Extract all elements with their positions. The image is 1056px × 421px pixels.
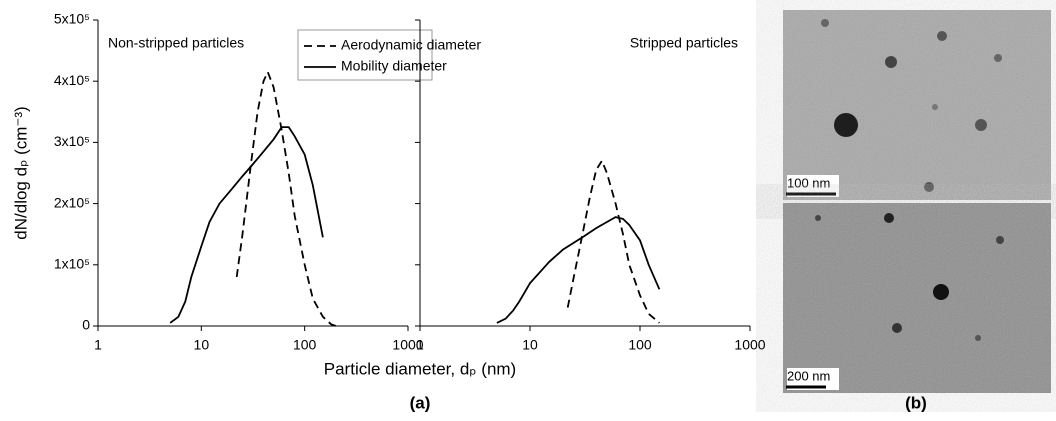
scale-bar-label: 100 nm — [787, 175, 830, 190]
panel-title: Stripped particles — [630, 35, 738, 51]
data-line — [566, 158, 660, 324]
x-tick-label: 10 — [194, 337, 210, 353]
y-tick-label: 3x10⁵ — [54, 133, 90, 149]
micrograph-bottom: 200 nm — [783, 203, 1051, 393]
panel-title: Non-stripped particles — [108, 35, 244, 51]
y-axis-label: dN/dlog dₚ (cm⁻³) — [11, 106, 30, 239]
x-tick-label: 100 — [293, 337, 317, 353]
x-tick-label: 1 — [94, 337, 102, 353]
y-tick-label: 5x10⁵ — [54, 11, 90, 27]
data-line — [235, 69, 337, 327]
panel-label: (b) — [905, 393, 927, 412]
x-axis-label: Particle diameter, dₚ (nm) — [324, 359, 516, 378]
x-tick-label: 100 — [628, 337, 652, 353]
panel-label: (a) — [410, 393, 431, 412]
y-tick-label: 2x10⁵ — [54, 194, 90, 210]
x-tick-label: 1000 — [392, 337, 423, 353]
scale-bar-label: 200 nm — [787, 368, 830, 383]
data-line — [496, 216, 661, 324]
y-tick-label: 4x10⁵ — [54, 72, 90, 88]
x-tick-label: 1000 — [734, 337, 765, 353]
y-tick-label: 1x10⁵ — [54, 256, 90, 272]
data-line — [169, 126, 324, 324]
micrograph-top: 100 nm — [783, 10, 1051, 200]
legend-label: Mobility diameter — [341, 58, 447, 74]
x-tick-label: 10 — [522, 337, 538, 353]
x-tick-label: 1 — [416, 337, 424, 353]
legend-box — [297, 29, 433, 81]
y-tick-label: 0 — [82, 317, 90, 333]
legend-label: Aerodynamic diameter — [341, 37, 481, 53]
